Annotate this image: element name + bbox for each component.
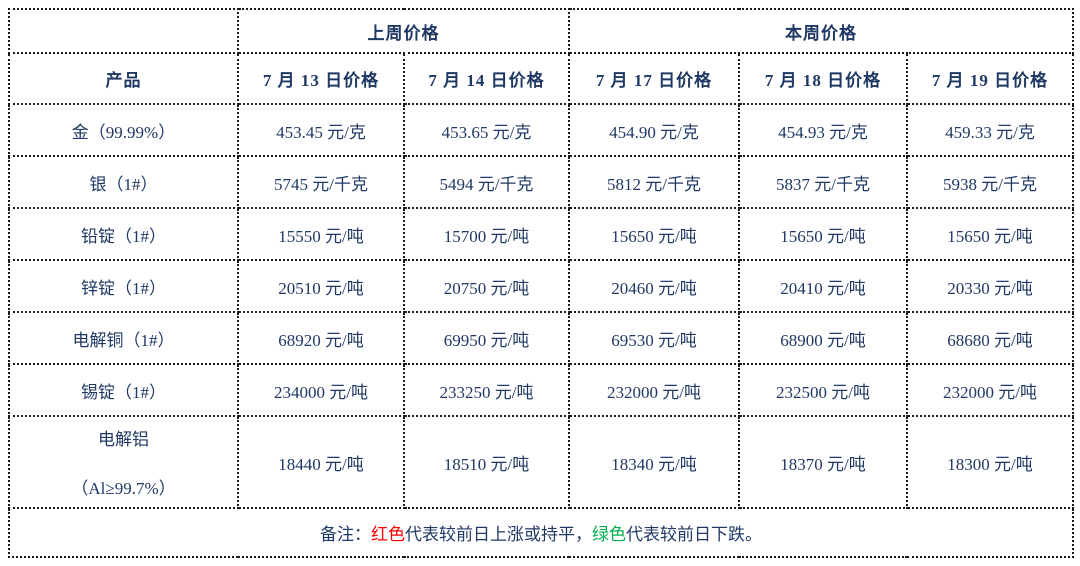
price-cell: 5812 元/千克 xyxy=(568,155,740,209)
date-header-jul19: 7 月 19 日价格 xyxy=(905,52,1075,105)
date-header-jul14: 7 月 14 日价格 xyxy=(403,52,570,105)
price-cell: 20410 元/吨 xyxy=(738,259,908,313)
price-cell: 232000 元/吨 xyxy=(568,363,740,417)
price-cell: 69950 元/吨 xyxy=(403,311,570,365)
note-red-label: 红色 xyxy=(371,525,405,544)
price-cell: 5938 元/千克 xyxy=(905,155,1075,209)
product-name: 锌锭（1#） xyxy=(8,259,239,313)
table-row: 电解铝 （Al≥99.7%） 18440 元/吨 18510 元/吨 18340 元/吨… xyxy=(8,415,1075,509)
table-row: 银（1#） 5745 元/千克 5494 元/千克 5812 元/千克 5837 元/千… xyxy=(8,155,1075,209)
table-row: 电解铜（1#） 68920 元/吨 69950 元/吨 69530 元/吨 68900 … xyxy=(8,311,1075,365)
price-cell: 20510 元/吨 xyxy=(237,259,405,313)
price-cell: 15650 元/吨 xyxy=(738,207,908,261)
price-cell: 20750 元/吨 xyxy=(403,259,570,313)
price-cell: 5494 元/千克 xyxy=(403,155,570,209)
table-row: 铅锭（1#） 15550 元/吨 15700 元/吨 15650 元/吨 15650 元… xyxy=(8,207,1075,261)
product-name: 电解铝 （Al≥99.7%） xyxy=(8,415,239,509)
price-cell: 68900 元/吨 xyxy=(738,311,908,365)
price-cell: 5745 元/千克 xyxy=(237,155,405,209)
price-cell: 18370 元/吨 xyxy=(738,415,908,509)
price-cell: 453.45 元/克 xyxy=(237,103,405,157)
date-header-jul13: 7 月 13 日价格 xyxy=(237,52,405,105)
price-cell: 18300 元/吨 xyxy=(905,415,1075,509)
price-table-body: 金（99.99%） 453.45 元/克 453.65 元/克 454.90 元/克 4… xyxy=(8,103,1075,509)
note-row: 备注：红色代表较前日上涨或持平，绿色代表较前日下跌。 xyxy=(7,507,1075,558)
corner-empty-cell xyxy=(8,8,239,54)
price-cell: 232500 元/吨 xyxy=(738,363,908,417)
price-cell: 234000 元/吨 xyxy=(237,363,405,417)
product-name: 锡锭（1#） xyxy=(8,363,239,417)
product-name: 铅锭（1#） xyxy=(8,207,239,261)
note-cell: 备注：红色代表较前日上涨或持平，绿色代表较前日下跌。 xyxy=(7,507,1075,558)
price-cell: 20460 元/吨 xyxy=(568,259,740,313)
group-header-this-week: 本周价格 xyxy=(567,8,1075,54)
product-name: 银（1#） xyxy=(8,155,239,209)
price-cell: 69530 元/吨 xyxy=(568,311,740,365)
price-cell: 18510 元/吨 xyxy=(403,415,570,509)
table-row: 金（99.99%） 453.45 元/克 453.65 元/克 454.90 元/克 4… xyxy=(8,103,1075,157)
price-cell: 454.93 元/克 xyxy=(738,103,908,157)
note-prefix: 备注： xyxy=(320,525,371,544)
note-red-text: 代表较前日上涨或持平， xyxy=(405,525,592,544)
price-cell: 68680 元/吨 xyxy=(905,311,1075,365)
price-cell: 233250 元/吨 xyxy=(403,363,570,417)
product-name: 电解铜（1#） xyxy=(8,311,239,365)
price-cell: 20330 元/吨 xyxy=(905,259,1075,313)
group-header-row: 上周价格 本周价格 xyxy=(8,8,1075,54)
date-header-jul18: 7 月 18 日价格 xyxy=(738,52,908,105)
price-cell: 454.90 元/克 xyxy=(568,103,740,157)
product-name: 金（99.99%） xyxy=(8,103,239,157)
price-cell: 459.33 元/克 xyxy=(905,103,1075,157)
group-header-last-week: 上周价格 xyxy=(237,8,570,54)
column-header-row: 产品 7 月 13 日价格 7 月 14 日价格 7 月 17 日价格 7 月 … xyxy=(8,52,1075,105)
price-cell: 232000 元/吨 xyxy=(905,363,1075,417)
note-green-text: 代表较前日下跌。 xyxy=(626,525,762,544)
product-column-header: 产品 xyxy=(8,52,239,105)
price-cell: 15700 元/吨 xyxy=(403,207,570,261)
price-cell: 453.65 元/克 xyxy=(403,103,570,157)
date-header-jul17: 7 月 17 日价格 xyxy=(568,52,740,105)
price-cell: 5837 元/千克 xyxy=(738,155,908,209)
price-cell: 18340 元/吨 xyxy=(568,415,740,509)
table-row: 锡锭（1#） 234000 元/吨 233250 元/吨 232000 元/吨 2325… xyxy=(8,363,1075,417)
price-cell: 15650 元/吨 xyxy=(568,207,740,261)
note-green-label: 绿色 xyxy=(592,525,626,544)
price-cell: 18440 元/吨 xyxy=(237,415,405,509)
table-row: 锌锭（1#） 20510 元/吨 20750 元/吨 20460 元/吨 20410 元… xyxy=(8,259,1075,313)
price-cell: 68920 元/吨 xyxy=(237,311,405,365)
metal-price-table: 上周价格 本周价格 产品 7 月 13 日价格 7 月 14 日价格 7 月 1… xyxy=(7,8,1075,558)
price-cell: 15650 元/吨 xyxy=(905,207,1075,261)
price-cell: 15550 元/吨 xyxy=(237,207,405,261)
